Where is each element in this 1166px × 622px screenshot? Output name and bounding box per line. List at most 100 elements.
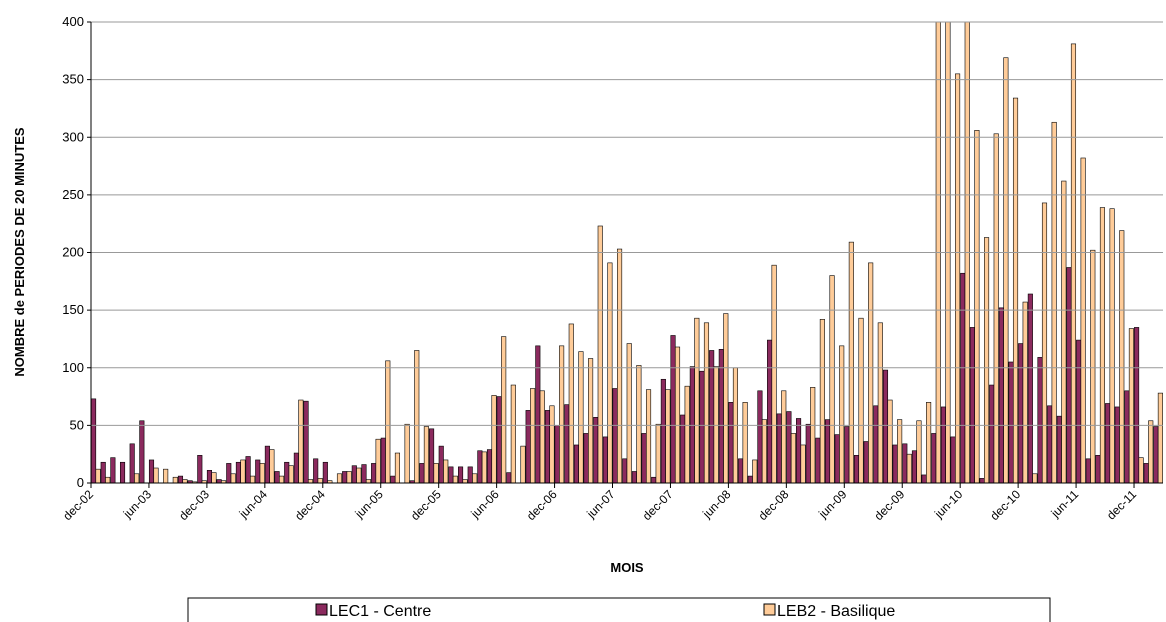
bar [423, 426, 429, 483]
bar [274, 471, 280, 483]
bar [371, 463, 377, 483]
bar [163, 468, 169, 483]
bar [496, 396, 502, 483]
bar [351, 465, 357, 483]
bar [771, 264, 777, 483]
bar [1012, 97, 1019, 483]
bar [303, 400, 309, 483]
bar [1138, 457, 1144, 483]
x-tick-label: dec-03 [176, 487, 212, 523]
bar [573, 444, 579, 483]
bar [723, 313, 729, 483]
bar [139, 420, 145, 483]
bar [602, 436, 608, 483]
bar [554, 425, 560, 483]
x-tick-label: dec-04 [292, 487, 328, 523]
bar [148, 459, 155, 483]
bar [935, 22, 941, 483]
bar [670, 335, 676, 483]
x-tick-label: dec-05 [408, 487, 444, 523]
bar [945, 22, 951, 483]
x-tick-label: dec-09 [872, 487, 908, 523]
x-tick-label: dec-11 [1104, 487, 1139, 522]
bar [684, 385, 690, 483]
x-tick-label: jun-08 [699, 487, 733, 521]
bar [892, 444, 898, 483]
bar [1095, 455, 1101, 483]
bar [911, 450, 918, 483]
bar [177, 475, 184, 483]
bar [472, 473, 478, 483]
bar [221, 480, 227, 483]
bar [284, 461, 290, 483]
bar [549, 405, 555, 483]
bar [192, 481, 198, 483]
bar [645, 389, 652, 483]
bar [564, 404, 570, 483]
bar [153, 467, 159, 483]
bar [674, 346, 681, 483]
bar [1032, 473, 1038, 483]
bar [448, 466, 454, 483]
bar [622, 458, 628, 483]
x-axis-label: MOIS [610, 560, 644, 575]
bar [458, 466, 464, 483]
bar [375, 438, 381, 483]
bar [288, 465, 294, 483]
bar [1056, 415, 1062, 483]
bar [873, 405, 879, 483]
x-tick-label: dec-08 [756, 487, 792, 523]
bar [974, 130, 980, 483]
bar [559, 345, 565, 483]
bar [380, 437, 386, 483]
bar [1124, 390, 1130, 483]
bar [796, 418, 802, 483]
bar [950, 436, 956, 483]
bar [853, 455, 860, 483]
bar [993, 133, 999, 483]
bar [636, 365, 642, 483]
bar [655, 423, 661, 483]
bar [1090, 249, 1096, 483]
bar [361, 464, 367, 483]
y-tick-label: 350 [62, 72, 84, 87]
x-tick-label: jun-09 [815, 487, 849, 521]
bar [129, 443, 135, 483]
bar [790, 433, 796, 483]
bar [327, 480, 333, 483]
bar [539, 390, 545, 483]
bar [313, 458, 319, 483]
y-tick-label: 100 [62, 360, 84, 375]
bar [1047, 405, 1053, 483]
bar [1114, 406, 1120, 483]
bar [481, 451, 487, 483]
bar [810, 387, 816, 483]
bar [863, 441, 869, 483]
bar [694, 317, 700, 483]
bar [365, 479, 372, 483]
bar [1027, 293, 1033, 483]
bar [815, 437, 821, 483]
legend-box [187, 597, 1051, 622]
bar [346, 471, 352, 483]
bar [462, 479, 468, 483]
bar [1085, 458, 1091, 483]
bar [477, 450, 483, 483]
bar [1143, 463, 1149, 483]
bar [607, 262, 613, 483]
bar [738, 458, 744, 483]
bar [786, 411, 792, 483]
bar [385, 360, 391, 483]
bar [583, 433, 589, 483]
bar [390, 475, 396, 483]
bar [709, 350, 715, 483]
bar [1099, 207, 1105, 483]
legend-swatch [763, 603, 776, 616]
bar [916, 420, 922, 483]
bar [206, 470, 212, 483]
bar [839, 345, 845, 483]
x-tick-label: dec-02 [60, 487, 96, 523]
bar [578, 351, 584, 483]
y-tick-label: 50 [70, 417, 84, 432]
bar [279, 475, 285, 483]
